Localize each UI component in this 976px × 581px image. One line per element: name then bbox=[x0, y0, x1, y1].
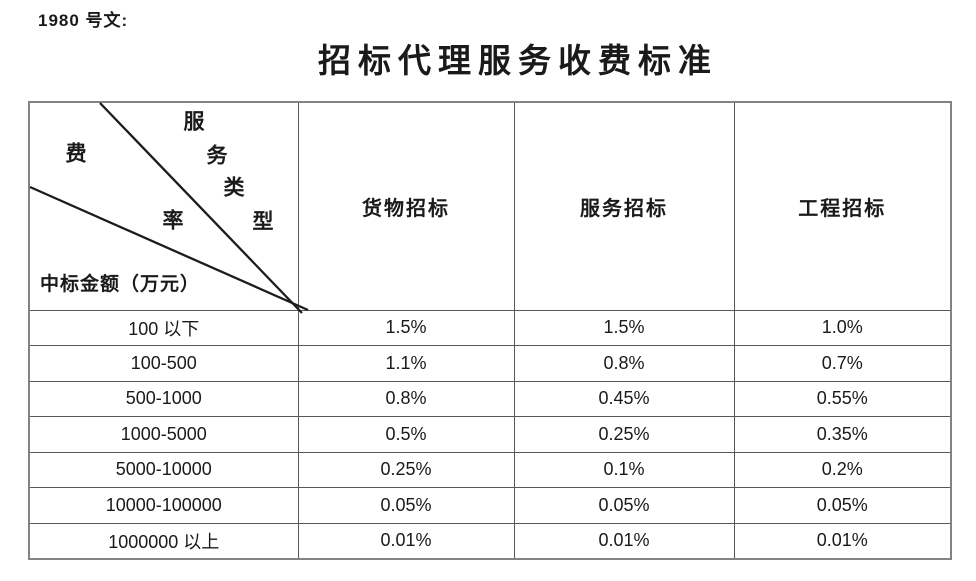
rate-cell: 1.0% bbox=[733, 309, 952, 346]
corner-label-service-type-char: 务 bbox=[206, 143, 228, 168]
rate-cell: 0.05% bbox=[513, 487, 735, 524]
rate-cell: 1.5% bbox=[513, 309, 735, 346]
amount-range-cell: 500-1000 bbox=[28, 380, 299, 417]
amount-range-cell: 1000-5000 bbox=[28, 416, 299, 453]
table-row: 100-500 1.1% 0.8% 0.7% bbox=[28, 345, 952, 382]
column-header-goods-bidding: 货物招标 bbox=[297, 101, 515, 311]
rate-cell: 0.25% bbox=[297, 451, 515, 488]
rate-cell: 0.2% bbox=[733, 451, 952, 488]
rate-cell: 0.05% bbox=[733, 487, 952, 524]
page-title: 招标代理服务收费标准 bbox=[318, 44, 718, 80]
rate-cell: 0.1% bbox=[513, 451, 735, 488]
table-corner-cell: 服 务 类 型 费 率 中标金额（万元） bbox=[28, 101, 309, 314]
rate-cell: 0.5% bbox=[297, 416, 515, 453]
table-row: 1000000 以上 0.01% 0.01% 0.01% bbox=[28, 522, 952, 559]
table-row: 100 以下 1.5% 1.5% 1.0% bbox=[28, 309, 952, 346]
corner-label-bid-amount: 中标金额（万元） bbox=[40, 274, 201, 295]
rate-cell: 1.5% bbox=[297, 309, 515, 346]
rate-cell: 0.45% bbox=[513, 380, 735, 417]
doc-number-label: 1980 号文: bbox=[38, 11, 129, 30]
rate-cell: 0.25% bbox=[513, 416, 735, 453]
table-row: 10000-100000 0.05% 0.05% 0.05% bbox=[28, 487, 952, 524]
amount-range-cell: 5000-10000 bbox=[28, 451, 299, 488]
corner-label-service-type-char: 服 bbox=[183, 109, 205, 134]
corner-cell-inner: 服 务 类 型 费 率 中标金额（万元） bbox=[29, 102, 309, 314]
amount-range-cell: 10000-100000 bbox=[28, 487, 299, 524]
column-header-services-bidding: 服务招标 bbox=[513, 101, 735, 311]
header-row: 服 务 类 型 费 率 中标金额（万元） 货物招标 服务招标 工程招标 bbox=[28, 101, 952, 314]
rate-cell: 0.35% bbox=[733, 416, 952, 453]
rate-cell: 0.01% bbox=[297, 522, 515, 559]
table-row: 500-1000 0.8% 0.45% 0.55% bbox=[28, 380, 952, 417]
amount-range-cell: 100 以下 bbox=[28, 309, 299, 346]
table-row: 5000-10000 0.25% 0.1% 0.2% bbox=[28, 451, 952, 488]
rate-cell: 0.8% bbox=[513, 345, 735, 382]
fee-table: 服 务 类 型 费 率 中标金额（万元） 货物招标 服务招标 工程招标 100 … bbox=[28, 101, 952, 560]
column-header-works-bidding: 工程招标 bbox=[733, 101, 952, 311]
rate-cell: 1.1% bbox=[297, 345, 515, 382]
rate-cell: 0.01% bbox=[513, 522, 735, 559]
diagonal-divider-lines bbox=[29, 102, 309, 314]
rate-cell: 0.55% bbox=[733, 380, 952, 417]
rate-cell: 0.01% bbox=[733, 522, 952, 559]
corner-label-fee-rate-char: 费 bbox=[65, 141, 87, 166]
rate-cell: 0.05% bbox=[297, 487, 515, 524]
rate-cell: 0.8% bbox=[297, 380, 515, 417]
amount-range-cell: 1000000 以上 bbox=[28, 522, 299, 559]
table-row: 1000-5000 0.5% 0.25% 0.35% bbox=[28, 416, 952, 453]
amount-range-cell: 100-500 bbox=[28, 345, 299, 382]
corner-label-fee-rate-char: 率 bbox=[162, 208, 184, 233]
corner-label-service-type-char: 型 bbox=[252, 209, 274, 234]
corner-label-service-type-char: 类 bbox=[223, 175, 245, 200]
rate-cell: 0.7% bbox=[733, 345, 952, 382]
